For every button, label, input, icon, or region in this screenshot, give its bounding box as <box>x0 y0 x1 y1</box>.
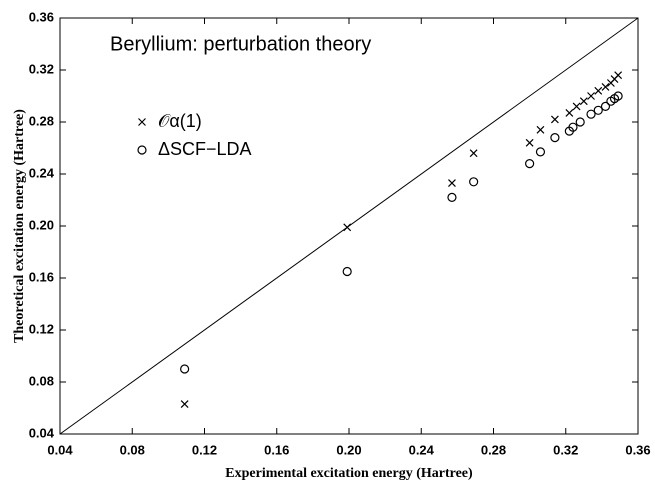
y-tick-label: 0.36 <box>29 9 54 24</box>
point <box>572 102 581 111</box>
chart-title: Beryllium: perturbation theory <box>110 33 371 55</box>
x-tick-label: 0.08 <box>120 442 145 457</box>
point <box>565 108 574 117</box>
x-tick-label: 0.36 <box>625 442 650 457</box>
point <box>601 82 610 91</box>
point <box>447 192 457 202</box>
point <box>568 122 578 132</box>
x-tick-label: 0.20 <box>336 442 361 457</box>
y-tick-label: 0.08 <box>29 373 54 388</box>
point <box>550 115 559 124</box>
point <box>579 97 588 106</box>
point <box>342 266 352 277</box>
point <box>525 138 534 147</box>
legend-marker <box>138 118 146 126</box>
y-tick-label: 0.24 <box>29 165 55 180</box>
point <box>614 71 623 80</box>
y-tick-label: 0.16 <box>29 269 54 284</box>
legend-label: ΔSCF−LDA <box>158 139 252 159</box>
point <box>469 149 478 158</box>
point <box>613 91 623 101</box>
point <box>587 92 595 100</box>
point <box>593 105 603 115</box>
point <box>469 177 479 187</box>
legend-marker <box>137 145 147 155</box>
y-tick-label: 0.28 <box>29 113 54 128</box>
point <box>550 133 560 143</box>
x-tick-label: 0.28 <box>481 442 506 457</box>
point <box>575 117 585 127</box>
point <box>594 86 603 95</box>
point <box>180 400 189 409</box>
point <box>525 159 535 169</box>
point <box>536 125 545 134</box>
point <box>586 109 596 119</box>
point <box>343 223 352 232</box>
point <box>180 364 190 374</box>
y-tick-label: 0.20 <box>29 217 54 232</box>
point <box>535 147 546 157</box>
y-tick-label: 0.12 <box>29 321 54 336</box>
x-tick-label: 0.32 <box>553 442 578 457</box>
x-tick-label: 0.24 <box>409 442 435 457</box>
y-tick-label: 0.04 <box>29 425 55 440</box>
x-tick-label: 0.12 <box>192 442 217 457</box>
x-tick-label: 0.16 <box>264 442 289 457</box>
point <box>600 101 611 112</box>
y-tick-label: 0.32 <box>29 61 54 76</box>
legend-label: 𝒪α(1) <box>158 111 202 131</box>
point <box>448 179 456 188</box>
y-axis-label: Theoretical excitation energy (Hartree) <box>12 109 27 343</box>
x-axis-label: Experimental excitation energy (Hartree) <box>225 466 473 481</box>
x-tick-label: 0.04 <box>47 442 73 457</box>
